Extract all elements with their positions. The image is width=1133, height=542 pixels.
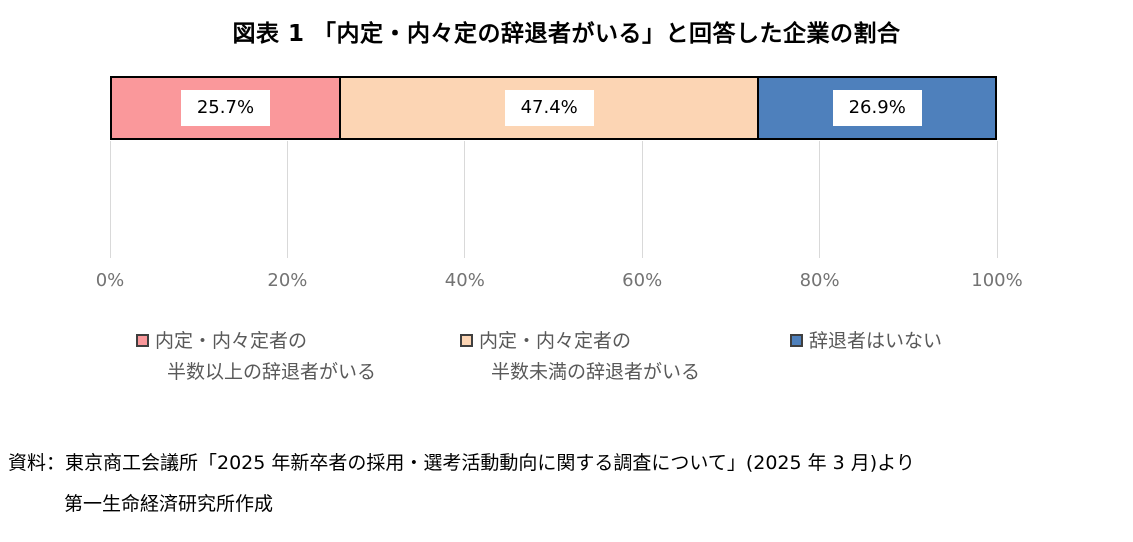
x-axis-tick-label: 100% [971,270,1023,291]
legend-label-line: 内定・内々定者の [155,330,308,352]
legend-item: 辞退者はいない [790,326,942,357]
bar-segment-value-label: 47.4% [504,90,594,126]
bar-segment-value-label: 26.9% [832,90,922,126]
gridline [464,141,466,258]
gridline [109,141,111,258]
source-citation-line-2: 第一生命経済研究所作成 [64,493,274,515]
x-axis-tick-label: 20% [267,270,308,291]
x-axis-tick-label: 0% [95,270,125,291]
legend-item: 内定・内々定者の半数以上の辞退者がいる [136,326,376,388]
legend-swatch-icon [136,334,149,347]
legend-label-line: 半数未満の辞退者がいる [491,361,701,383]
legend-label: 内定・内々定者の半数以上の辞退者がいる [155,326,376,388]
bar-segment-value-label: 25.7% [180,90,271,126]
legend-label-line: 半数以上の辞退者がいる [167,361,377,383]
bar-segment: 25.7% [112,78,339,138]
gridline [819,141,821,258]
gridline [641,141,643,258]
legend-label-line: 内定・内々定者の [479,330,632,352]
x-axis-tick-label: 40% [444,270,485,291]
legend-label-line: 辞退者はいない [809,330,943,352]
legend-item: 内定・内々定者の半数未満の辞退者がいる [460,326,700,388]
x-axis-tick-label: 60% [622,270,663,291]
bar-segment: 26.9% [757,78,995,138]
legend-label: 辞退者はいない [809,326,942,357]
stacked-bar: 25.7% 47.4% 26.9% [110,76,997,140]
source-citation-line-1: 資料：東京商工会議所「2025 年新卒者の採用・選考活動動向に関する調査について… [8,452,915,474]
legend-swatch-icon [460,334,473,347]
gridline [286,141,288,258]
legend-label: 内定・内々定者の半数未満の辞退者がいる [479,326,700,388]
x-axis-tick-label: 80% [799,270,840,291]
gridline [996,141,998,258]
legend-swatch-icon [790,334,803,347]
bar-segment: 47.4% [338,78,758,138]
chart-title: 図表 1 「内定・内々定の辞退者がいる」と回答した企業の割合 [232,21,901,47]
